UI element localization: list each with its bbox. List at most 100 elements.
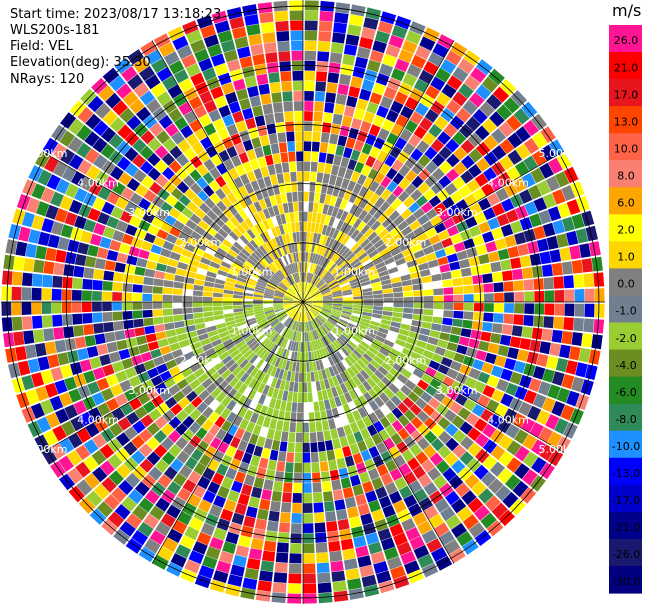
gate-cell	[11, 302, 22, 316]
gate-cell	[563, 317, 574, 331]
gate-cell	[315, 542, 328, 553]
gate-cell	[448, 334, 460, 344]
gate-cell	[534, 290, 545, 302]
gate-cell	[549, 342, 561, 357]
gate-cell	[531, 327, 543, 340]
gate-cell	[333, 590, 349, 602]
gate-cell	[330, 286, 341, 292]
gate-cell	[222, 384, 233, 396]
gate-cell	[350, 4, 366, 17]
gate-cell	[329, 397, 337, 409]
gate-cell	[353, 302, 363, 306]
gate-cell	[163, 51, 180, 66]
gate-cell	[144, 489, 160, 505]
gate-cell	[155, 209, 168, 221]
gate-cell	[303, 302, 313, 306]
gate-cell	[571, 376, 585, 393]
gate-cell	[472, 359, 485, 371]
gate-cell	[124, 264, 136, 275]
gate-cell	[386, 109, 399, 123]
gate-cell	[364, 437, 375, 449]
gate-cell	[360, 120, 372, 133]
gate-cell	[204, 445, 217, 458]
gate-cell	[398, 82, 413, 96]
gate-cell	[335, 93, 347, 106]
gate-cell	[486, 399, 500, 413]
gate-cell	[270, 377, 278, 388]
gate-cell	[371, 509, 385, 522]
gate-cell	[323, 258, 331, 269]
gate-cell	[568, 346, 581, 361]
gate-cell	[312, 298, 323, 301]
gate-cell	[230, 349, 241, 359]
gate-cell	[431, 438, 445, 452]
gate-cell	[443, 409, 457, 423]
gate-cell	[321, 291, 332, 296]
gate-cell	[144, 232, 156, 244]
gate-cell	[273, 334, 281, 344]
gate-cell	[64, 212, 78, 226]
gate-cell	[132, 154, 146, 168]
gate-cell	[232, 110, 244, 123]
gate-cell	[225, 252, 236, 262]
gate-cell	[274, 562, 288, 573]
gate-cell	[267, 264, 277, 274]
gate-cell	[195, 352, 207, 362]
gate-cell	[112, 302, 122, 311]
gate-cell	[318, 245, 325, 255]
colorbar-swatch	[609, 376, 642, 405]
gate-cell	[411, 54, 427, 69]
gate-cell	[93, 269, 105, 280]
gate-cell	[388, 446, 401, 459]
gate-cell	[248, 322, 258, 329]
gate-cell	[106, 398, 120, 412]
gate-cell	[156, 91, 172, 106]
gate-cell	[222, 114, 235, 127]
gate-cell	[284, 182, 292, 193]
gate-cell	[218, 149, 230, 162]
gate-cell	[453, 302, 464, 311]
gate-cell	[341, 310, 352, 315]
gate-cell	[52, 275, 63, 288]
gate-cell	[210, 86, 224, 100]
gate-cell	[220, 261, 232, 269]
gate-cell	[96, 377, 110, 391]
gate-cell	[504, 303, 514, 313]
gate-cell	[239, 326, 249, 334]
gate-cell	[390, 565, 406, 580]
gate-cell	[554, 418, 569, 435]
gate-cell	[389, 326, 400, 333]
gate-cell	[292, 503, 302, 513]
gate-cell	[235, 164, 246, 176]
gate-cell	[445, 490, 460, 506]
gate-cell	[58, 455, 74, 472]
gate-cell	[106, 250, 119, 262]
gate-cell	[314, 264, 320, 275]
gate-cell	[303, 312, 305, 322]
gate-cell	[168, 366, 181, 377]
gate-cell	[394, 477, 408, 490]
gate-cell	[422, 132, 436, 146]
gate-cell	[124, 328, 136, 339]
gate-cell	[561, 185, 576, 201]
gate-cell	[217, 326, 228, 334]
gate-cell	[228, 231, 239, 241]
gate-cell	[235, 120, 247, 133]
radial-spoke	[302, 301, 565, 454]
gate-cell	[243, 298, 253, 302]
gate-cell	[211, 205, 223, 216]
gate-cell	[538, 381, 551, 396]
gate-cell	[253, 249, 263, 259]
colorbar: m/s 26.021.017.013.010.08.06.02.01.00.0-…	[609, 1, 642, 594]
gate-cell	[217, 30, 233, 43]
gate-cell	[303, 231, 307, 242]
gate-cell	[435, 92, 451, 107]
gate-cell	[424, 430, 438, 444]
gate-cell	[242, 161, 253, 173]
gate-cell	[404, 96, 419, 111]
gate-cell	[409, 21, 426, 36]
gate-cell	[205, 145, 218, 158]
gate-cell	[256, 73, 269, 86]
colorbar-tick-label: 6.0	[617, 197, 635, 210]
gate-cell	[316, 328, 323, 338]
